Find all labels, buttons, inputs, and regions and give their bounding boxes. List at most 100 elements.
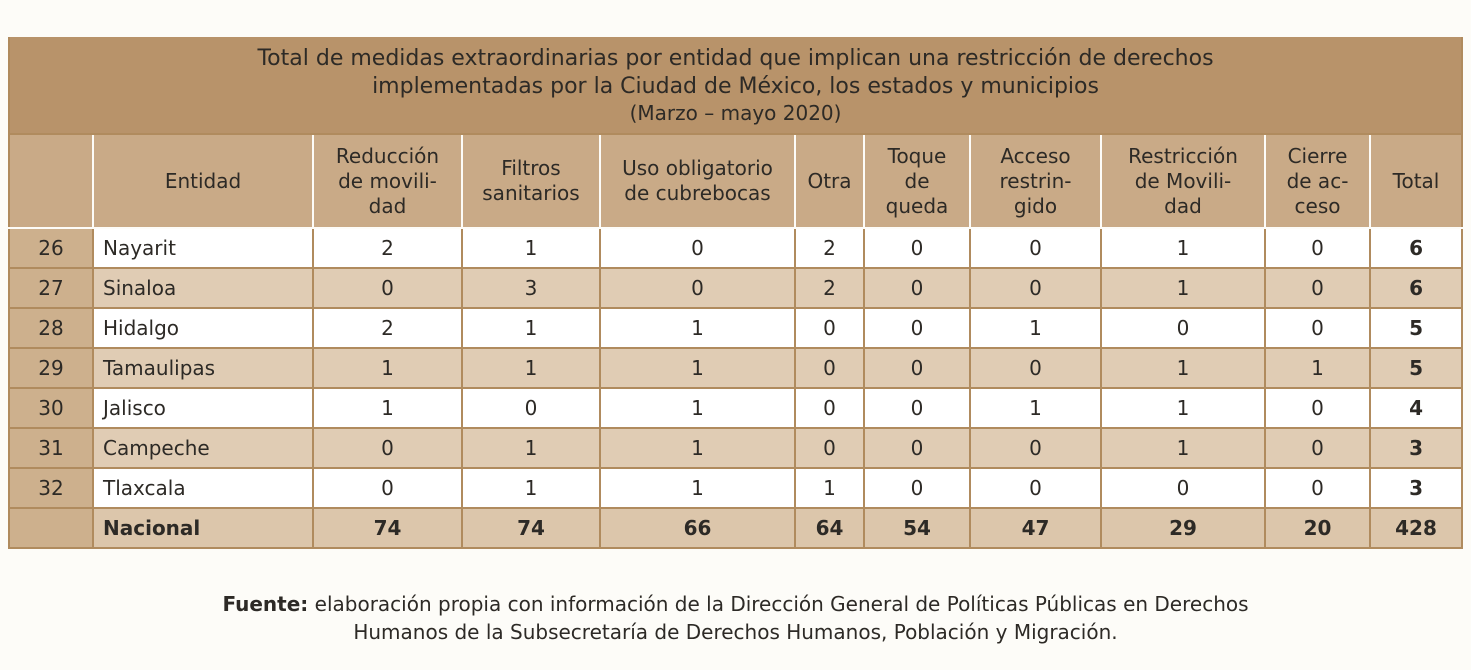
- value-cell: 1: [1100, 227, 1266, 269]
- total-cell: 74: [312, 507, 463, 549]
- header-entidad: Entidad: [92, 133, 314, 229]
- value-cell: 0: [969, 227, 1102, 269]
- header-toque-de-queda: Toque de queda: [863, 133, 971, 229]
- value-cell: 1: [599, 347, 796, 389]
- table-row: 27 Sinaloa 0 3 0 2 0 0 1 0 6: [8, 267, 1464, 309]
- row-total-cell: 5: [1368, 307, 1464, 349]
- value-cell: 0: [863, 467, 971, 509]
- value-cell: 0: [599, 227, 796, 269]
- value-cell: 1: [1100, 267, 1266, 309]
- source-note: Fuente: elaboración propia con informaci…: [0, 590, 1471, 646]
- total-cell: 66: [599, 507, 796, 549]
- entidad-cell: Jalisco: [92, 387, 314, 429]
- value-cell: 0: [863, 347, 971, 389]
- value-cell: 1: [461, 467, 601, 509]
- source-label: Fuente:: [222, 592, 309, 616]
- value-cell: 0: [1264, 267, 1371, 309]
- value-cell: 0: [863, 387, 971, 429]
- table-row: 28 Hidalgo 2 1 1 0 0 1 0 0 5: [8, 307, 1464, 349]
- value-cell: 2: [794, 267, 865, 309]
- value-cell: 1: [312, 347, 463, 389]
- value-cell: 1: [1100, 347, 1266, 389]
- total-row-label: Nacional: [92, 507, 314, 549]
- table-row: 31 Campeche 0 1 1 0 0 0 1 0 3: [8, 427, 1464, 469]
- value-cell: 0: [1264, 427, 1371, 469]
- row-total-cell: 3: [1368, 467, 1464, 509]
- value-cell: 0: [969, 467, 1102, 509]
- value-cell: 0: [1100, 467, 1266, 509]
- row-number: 26: [8, 227, 94, 269]
- entidad-cell: Nayarit: [92, 227, 314, 269]
- value-cell: 1: [461, 227, 601, 269]
- value-cell: 1: [1100, 427, 1266, 469]
- table-total-row: Nacional 74 74 66 64 54 47 29 20 428: [8, 507, 1464, 549]
- value-cell: 1: [1264, 347, 1371, 389]
- row-number: 29: [8, 347, 94, 389]
- value-cell: 0: [863, 227, 971, 269]
- value-cell: 1: [1100, 387, 1266, 429]
- table-title: Total de medidas extraordinarias por ent…: [7, 37, 1464, 135]
- value-cell: 3: [461, 267, 601, 309]
- table-title-period: (Marzo – mayo 2020): [629, 101, 842, 125]
- row-total-cell: 6: [1368, 227, 1464, 269]
- table-row: 29 Tamaulipas 1 1 1 0 0 0 1 1 5: [8, 347, 1464, 389]
- header-filtros-sanitarios: Filtros sanitarios: [461, 133, 601, 229]
- value-cell: 0: [863, 427, 971, 469]
- value-cell: 1: [794, 467, 865, 509]
- measures-table: Total de medidas extraordinarias por ent…: [7, 37, 1464, 549]
- header-otra: Otra: [794, 133, 865, 229]
- value-cell: 0: [863, 267, 971, 309]
- value-cell: 0: [794, 307, 865, 349]
- entidad-cell: Hidalgo: [92, 307, 314, 349]
- value-cell: 1: [461, 347, 601, 389]
- header-acceso-restringido: Acceso restrin-gido: [969, 133, 1102, 229]
- row-total-cell: 4: [1368, 387, 1464, 429]
- value-cell: 0: [312, 467, 463, 509]
- value-cell: 1: [599, 467, 796, 509]
- value-cell: 0: [863, 307, 971, 349]
- total-cell: 74: [461, 507, 601, 549]
- value-cell: 1: [969, 387, 1102, 429]
- value-cell: 0: [1264, 387, 1371, 429]
- value-cell: 1: [599, 307, 796, 349]
- value-cell: 0: [1264, 467, 1371, 509]
- header-number: [8, 133, 94, 229]
- entidad-cell: Sinaloa: [92, 267, 314, 309]
- value-cell: 0: [794, 347, 865, 389]
- value-cell: 0: [969, 267, 1102, 309]
- row-number: 32: [8, 467, 94, 509]
- column-header-row: Entidad Reducción de movili-dad Filtros sa…: [8, 133, 1464, 229]
- entidad-cell: Tlaxcala: [92, 467, 314, 509]
- row-number: 30: [8, 387, 94, 429]
- value-cell: 0: [1100, 307, 1266, 349]
- total-cell: 20: [1264, 507, 1371, 549]
- row-total-cell: 5: [1368, 347, 1464, 389]
- value-cell: 0: [312, 427, 463, 469]
- header-reduccion-movilidad: Reducción de movili-dad: [312, 133, 463, 229]
- table-body: 26 Nayarit 2 1 0 2 0 0 1 0 6 27 Sinaloa 0 3 0 2 0 0 1 0 6 28 Hi…: [8, 227, 1464, 509]
- row-total-cell: 3: [1368, 427, 1464, 469]
- row-number: 27: [8, 267, 94, 309]
- table-title-row: Total de medidas extraordinarias por ent…: [7, 37, 1464, 135]
- value-cell: 0: [794, 427, 865, 469]
- table-row: 26 Nayarit 2 1 0 2 0 0 1 0 6: [8, 227, 1464, 269]
- value-cell: 0: [794, 387, 865, 429]
- value-cell: 0: [969, 427, 1102, 469]
- source-line-2: Humanos de la Subsecretaría de Derechos …: [353, 620, 1118, 644]
- value-cell: 1: [599, 427, 796, 469]
- row-total-cell: 6: [1368, 267, 1464, 309]
- value-cell: 1: [312, 387, 463, 429]
- total-row-number: [8, 507, 94, 549]
- header-cierre-acceso: Cierre de ac-ceso: [1264, 133, 1371, 229]
- row-number: 28: [8, 307, 94, 349]
- grand-total-cell: 428: [1368, 507, 1464, 549]
- table-row: 30 Jalisco 1 0 1 0 0 1 1 0 4: [8, 387, 1464, 429]
- source-text-1: elaboración propia con información de la…: [314, 592, 1249, 616]
- measures-table-container: Total de medidas extraordinarias por ent…: [7, 37, 1464, 564]
- header-uso-cubrebocas: Uso obligatorio de cubrebocas: [599, 133, 796, 229]
- table-title-line-1: Total de medidas extraordinarias por ent…: [257, 46, 1214, 71]
- value-cell: 0: [1264, 227, 1371, 269]
- entidad-cell: Campeche: [92, 427, 314, 469]
- entidad-cell: Tamaulipas: [92, 347, 314, 389]
- value-cell: 1: [599, 387, 796, 429]
